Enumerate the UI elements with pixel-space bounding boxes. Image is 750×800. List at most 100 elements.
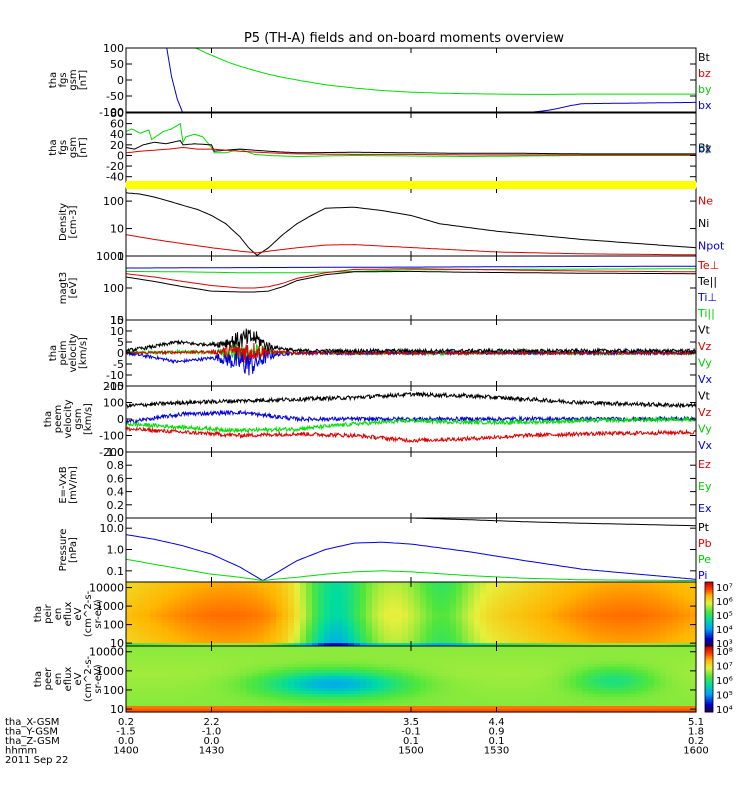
spectrogram-1-cell — [282, 596, 289, 601]
spectrogram-1-cell — [504, 640, 511, 644]
spectrogram-2-cell — [126, 679, 133, 683]
spectrogram-1-cell — [222, 643, 229, 647]
spectrogram-2-cell — [504, 703, 511, 707]
spectrogram-1-cell — [636, 596, 643, 601]
spectrogram-1-cell — [654, 637, 661, 641]
spectrogram-2-cell — [510, 694, 517, 698]
spectrogram-1-cell — [450, 625, 457, 630]
spectrogram-1-cell — [522, 619, 529, 624]
spectrogram-2-cell — [582, 655, 589, 659]
xannot-value: 0.1 — [489, 736, 505, 747]
spectrogram-1-cell — [450, 643, 457, 647]
spectrogram-2-cell — [276, 691, 283, 695]
spectrogram-2-cell — [522, 688, 529, 692]
spectrogram-2-cell — [684, 694, 691, 698]
spectrogram-2-cell — [612, 655, 619, 659]
spectrogram-2-cell — [132, 709, 139, 713]
spectrogram-2-cell — [294, 649, 301, 653]
spectrogram-2-cell — [240, 652, 247, 656]
spectrogram-2-cell — [630, 706, 637, 710]
spectrogram-2-cell — [180, 652, 187, 656]
spectrogram-1-cell — [564, 625, 571, 630]
spectrogram-1-cell — [516, 611, 523, 615]
spectrogram-1-cell — [324, 608, 331, 612]
spectrogram-1-cell — [216, 614, 223, 618]
spectrogram-1-cell — [612, 614, 619, 618]
spectrogram-2-cell — [156, 667, 163, 671]
spectrogram-1-cell — [126, 584, 133, 589]
spectrogram-1-cell — [216, 616, 223, 621]
spectrogram-2-cell — [546, 670, 553, 674]
spectrogram-1-cell — [348, 584, 355, 589]
spectrogram-1-cell — [432, 584, 439, 589]
spectrogram-1-cell — [570, 611, 577, 615]
spectrogram-2-cell — [576, 646, 583, 650]
spectrogram-1-cell — [672, 634, 679, 638]
panel-5-ytick-label: -10 — [106, 369, 124, 382]
spectrogram-2-cell — [342, 649, 349, 653]
spectrogram-2-cell — [318, 697, 325, 701]
spectrogram-2-cell — [258, 646, 265, 650]
spectrogram-2-cell — [234, 679, 241, 683]
spectrogram-1-cell — [444, 637, 451, 641]
spectrogram-2-cell — [246, 688, 253, 692]
spectrogram-1-cell — [528, 616, 535, 621]
spectrogram-1-cell — [498, 602, 505, 606]
spectrogram-2-cell — [474, 673, 481, 677]
spectrogram-2-cell — [426, 688, 433, 692]
spectrogram-1-cell — [492, 640, 499, 644]
spectrogram-2-cell — [600, 703, 607, 707]
spectrogram-1-cell — [666, 599, 673, 603]
spectrogram-1-cell — [258, 605, 265, 609]
spectrogram-1-cell — [198, 628, 205, 633]
spectrogram-1-cell — [594, 616, 601, 621]
spectrogram-2-cell — [462, 661, 469, 665]
spectrogram-2-cell — [360, 682, 367, 686]
spectrogram-2-cell — [642, 658, 649, 662]
spectrogram-2-cell — [246, 700, 253, 704]
spectrogram-2-cell — [606, 709, 613, 713]
spectrogram-1-cell — [648, 643, 655, 647]
spectrogram-1-cell — [402, 596, 409, 601]
spectrogram-1-cell — [180, 587, 187, 592]
spectrogram-2-cell — [438, 655, 445, 659]
spectrogram-2-cell — [156, 676, 163, 680]
spectrogram-1-cell — [672, 584, 679, 589]
spectrogram-1-cell — [552, 608, 559, 612]
spectrogram-2-cell — [648, 691, 655, 695]
spectrogram-1-cell — [138, 599, 145, 603]
spectrogram-1-cell — [300, 596, 307, 601]
spectrogram-1-cell — [324, 616, 331, 621]
spectrogram-1-cell — [162, 602, 169, 606]
spectrogram-1-cell — [336, 584, 343, 589]
spectrogram-2-cell — [156, 700, 163, 704]
spectrogram-2-cell — [402, 664, 409, 668]
spectrogram-1-cell — [486, 584, 493, 589]
spectrogram-1-cell — [426, 590, 433, 595]
spectrogram-2-cell — [462, 682, 469, 686]
spectrogram-1-cell — [522, 582, 529, 586]
spectrogram-1-colorbar-step — [705, 639, 713, 642]
spectrogram-1-cell — [420, 582, 427, 586]
spectrogram-1-cell — [648, 596, 655, 601]
spectrogram-1-cell — [192, 608, 199, 612]
spectrogram-2-cell — [492, 694, 499, 698]
spectrogram-2-cell — [354, 655, 361, 659]
spectrogram-2-cell — [342, 670, 349, 674]
spectrogram-1-cell — [468, 643, 475, 647]
spectrogram-2-cell — [444, 688, 451, 692]
spectrogram-1-cell — [330, 622, 337, 627]
spectrogram-1-cell — [534, 643, 541, 647]
spectrogram-1-cell — [570, 622, 577, 627]
spectrogram-1-cell — [228, 605, 235, 609]
spectrogram-1-cell — [390, 593, 397, 598]
spectrogram-1-colorbar-step — [705, 598, 713, 601]
spectrogram-1-cell — [438, 599, 445, 603]
spectrogram-2-cell — [468, 694, 475, 698]
spectrogram-1-cell — [540, 584, 547, 589]
panel-5-ylabel-line: peim — [58, 340, 69, 365]
spectrogram-2-cell — [162, 652, 169, 656]
panel-8-series-pe — [126, 558, 696, 582]
spectrogram-2-colorbar-step — [705, 708, 713, 711]
spectrogram-1-cell — [642, 605, 649, 609]
